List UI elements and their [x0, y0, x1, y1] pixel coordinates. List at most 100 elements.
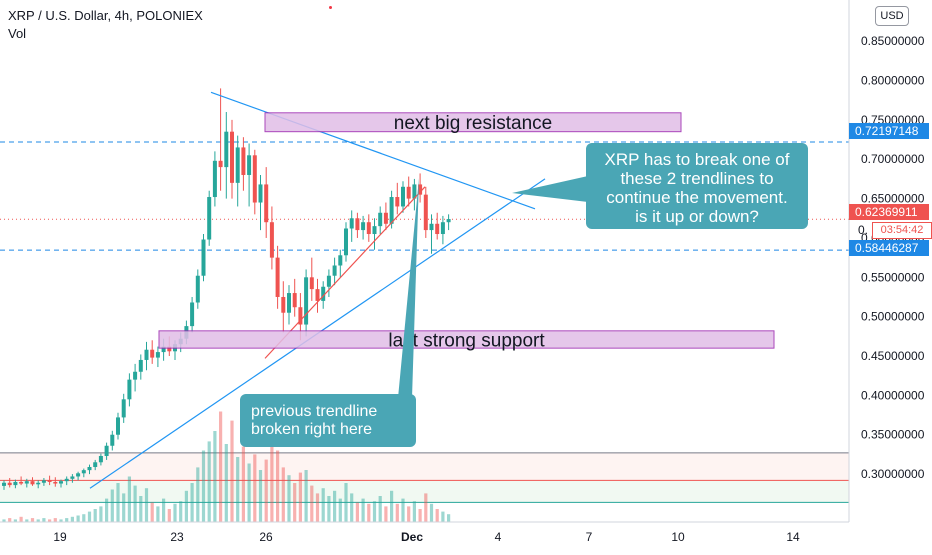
volume-bar	[236, 457, 240, 522]
candle-body	[326, 275, 331, 287]
candle-countdown: 03:54:42	[872, 222, 932, 239]
x-tick-label: 23	[170, 530, 184, 544]
candle-body	[241, 147, 246, 175]
volume-bar	[435, 509, 439, 522]
volume-bar	[304, 470, 308, 522]
candle-body	[281, 296, 286, 313]
candle-body	[133, 371, 138, 380]
volume-bar	[13, 519, 17, 522]
candle-body	[429, 223, 434, 231]
volume-bar	[133, 485, 137, 522]
candle-body	[395, 197, 400, 207]
callout-right-pointer	[512, 176, 588, 202]
candle-body	[315, 289, 320, 301]
candle-body	[446, 219, 451, 223]
support-zone	[158, 330, 775, 349]
volume-profile-red-zone	[0, 452, 849, 481]
volume-bar	[76, 515, 80, 522]
symbol-title[interactable]: XRP / U.S. Dollar, 4h, POLONIEX	[8, 8, 203, 23]
volume-bar	[53, 518, 57, 522]
resistance-zone-label: next big resistance	[394, 113, 552, 134]
candle-body	[383, 212, 388, 224]
y-tick-label: 0.80000000	[861, 74, 925, 88]
volume-bar	[207, 441, 211, 522]
candle-body	[30, 481, 35, 485]
resistance-price-tag: 0.72197148	[849, 123, 929, 139]
volume-bar	[179, 501, 183, 522]
volume-bar	[144, 488, 149, 522]
candle-body	[230, 131, 234, 183]
background-layer	[0, 452, 849, 503]
callout-right-text: is it up or down?	[635, 207, 759, 226]
volume-bar	[441, 511, 445, 522]
volume-bar	[258, 470, 263, 522]
candle-body	[36, 482, 41, 485]
y-tick-label: 0.65000000	[861, 192, 925, 206]
volume-bar	[99, 506, 103, 522]
callout-bottom-box	[240, 394, 416, 447]
volume-bar	[19, 516, 23, 522]
volume-bar	[447, 514, 451, 522]
candle-body	[70, 476, 75, 479]
y-tick-label: 0.40000000	[861, 388, 925, 402]
volume-bar	[241, 446, 245, 522]
volume-bar	[173, 503, 177, 522]
volume-bar	[156, 506, 160, 522]
candle-body	[19, 481, 24, 484]
volume-bar	[127, 476, 131, 522]
volume-bar	[407, 506, 411, 522]
candle-body	[366, 222, 371, 235]
candle-body	[116, 417, 120, 435]
candle-body	[418, 184, 423, 195]
candle-body	[2, 482, 6, 486]
volume-bar	[213, 431, 217, 522]
candle-body	[121, 399, 126, 418]
volume-bar	[36, 519, 40, 522]
candle-body	[287, 293, 291, 313]
volume-bar	[310, 485, 314, 522]
callout-right-box	[586, 143, 808, 229]
volume-bar	[384, 506, 388, 522]
volume-bar	[110, 489, 114, 522]
callout-bottom-text: broken right here	[251, 421, 372, 438]
volume-bar	[253, 454, 257, 522]
volume-bar	[93, 509, 97, 522]
callout-right-text: XRP has to break one of	[605, 150, 790, 169]
candle-body	[207, 197, 212, 240]
descending-trendline	[210, 91, 536, 210]
volume-layer	[2, 411, 451, 522]
volume-bar	[190, 483, 194, 522]
currency-button[interactable]: USD	[875, 6, 909, 26]
partial-price-label: 0.	[858, 223, 869, 237]
candle-body	[269, 222, 274, 258]
volume-bar	[65, 518, 69, 522]
volume-bar	[196, 467, 200, 522]
volume-bar	[338, 498, 342, 522]
volume-bar	[395, 503, 399, 522]
candle-body	[212, 160, 217, 198]
volume-bar	[247, 463, 251, 522]
volume-bar	[287, 475, 291, 522]
volume-bar	[390, 490, 394, 522]
volume-bar	[167, 509, 171, 522]
volume-bar	[412, 501, 416, 522]
candle-body	[309, 277, 314, 290]
volume-bar	[361, 498, 365, 522]
drawing-layer: next big resistance last strong support XR…	[89, 91, 808, 489]
candle-body	[440, 222, 445, 235]
callout-bottom-pointer	[398, 178, 419, 398]
volume-bar	[70, 516, 74, 522]
status-dot-icon	[329, 6, 332, 9]
candle-body	[292, 293, 297, 308]
candle-body	[252, 155, 257, 203]
candle-body	[13, 481, 18, 486]
volume-bar	[59, 519, 63, 522]
candle-body	[401, 186, 405, 207]
candle-body	[104, 445, 109, 456]
candle-body	[24, 481, 29, 484]
candle-body	[81, 470, 86, 474]
resistance-zone	[264, 112, 682, 133]
volume-indicator-label[interactable]: Vol	[8, 26, 27, 41]
